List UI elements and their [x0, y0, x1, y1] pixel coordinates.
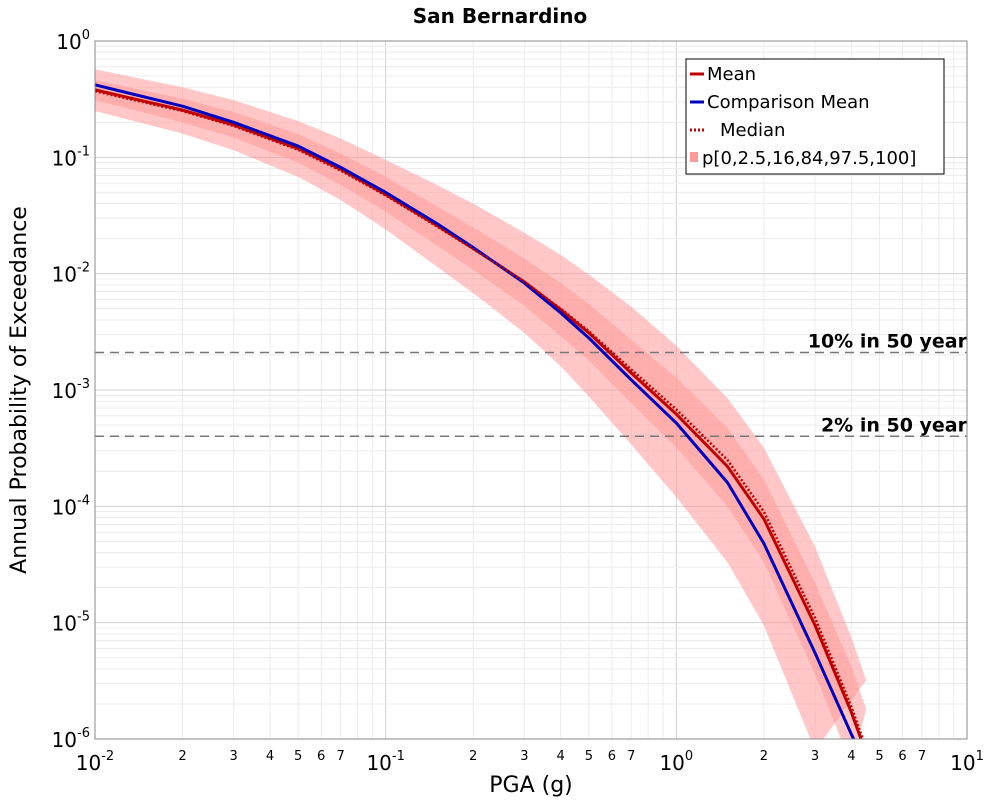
x-minor-tick-label: 7	[918, 749, 926, 764]
x-minor-tick-label: 2	[178, 749, 186, 764]
y-tick-label: 10-5	[52, 610, 90, 636]
x-tick-label: 10-2	[76, 749, 114, 775]
y-tick-label: 10-4	[52, 493, 90, 519]
x-minor-tick-label: 5	[585, 749, 593, 764]
percentile-bands	[95, 69, 867, 739]
x-axis-label: PGA (g)	[489, 773, 573, 798]
x-minor-tick-label: 5	[875, 749, 883, 764]
y-tick-label: 10-6	[52, 726, 90, 752]
x-minor-tick-label: 5	[294, 749, 302, 764]
legend-box	[685, 58, 945, 175]
x-minor-tick-label: 3	[520, 749, 528, 764]
legend-swatch-percentile-band	[690, 152, 698, 162]
x-tick-label: 10-1	[366, 749, 404, 775]
y-tick-label: 10-1	[52, 144, 90, 170]
series-line-mean	[95, 88, 863, 739]
series-line-comparison-mean	[95, 83, 856, 739]
x-minor-tick-label: 3	[811, 749, 819, 764]
series-line-median	[95, 90, 865, 739]
reference-lines: 10% in 50 year 2% in 50 year	[95, 331, 968, 438]
y-tick-label: 10-3	[52, 377, 90, 403]
x-minor-tick-label: 3	[230, 749, 238, 764]
legend: Mean Comparison Mean Median p[0,2.5,16,8…	[685, 58, 945, 175]
x-minor-tick-label: 7	[627, 749, 635, 764]
legend-label-median: Median	[720, 120, 785, 141]
y-axis-label: Annual Probability of Exceedance	[7, 206, 32, 574]
legend-label-mean: Mean	[707, 64, 756, 85]
x-minor-tick-label: 6	[608, 749, 616, 764]
y-tick-label: 100	[56, 28, 90, 54]
x-minor-tick-label: 6	[317, 749, 325, 764]
x-minor-tick-label: 2	[469, 749, 477, 764]
x-minor-tick-label: 4	[557, 749, 565, 764]
legend-label-percentile-band: p[0,2.5,16,84,97.5,100]	[702, 148, 916, 169]
x-tick-label: 100	[659, 749, 693, 775]
reference-line-label: 2% in 50 year	[821, 414, 968, 436]
x-minor-tick-label: 4	[847, 749, 855, 764]
series-lines	[95, 83, 865, 739]
percentile-band-2.5-97.5	[95, 69, 867, 739]
y-tick-label: 10-2	[52, 261, 90, 287]
plot-frame	[94, 40, 968, 740]
x-minor-tick-label: 2	[760, 749, 768, 764]
x-minor-tick-label: 4	[266, 749, 274, 764]
x-minor-tick-label: 7	[337, 749, 345, 764]
chart-title: San Bernardino	[413, 4, 588, 28]
reference-line-label: 10% in 50 year	[808, 331, 968, 353]
legend-label-comparison-mean: Comparison Mean	[707, 92, 870, 113]
x-minor-tick-label: 6	[898, 749, 906, 764]
x-tick-label: 101	[950, 749, 984, 775]
